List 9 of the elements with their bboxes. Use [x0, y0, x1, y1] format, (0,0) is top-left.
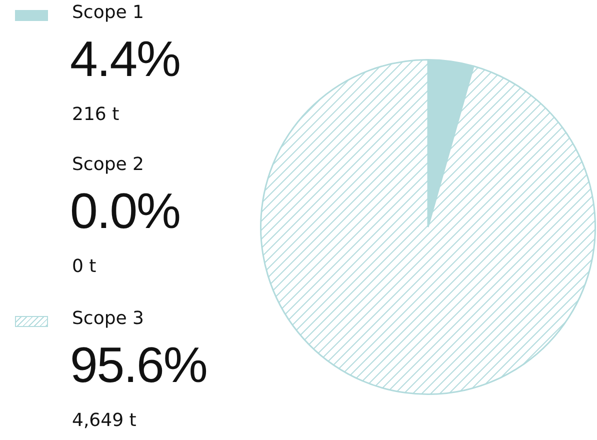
data-label: 4.4% — [70, 30, 180, 88]
data-label: 95.6% — [70, 336, 207, 394]
text: 216 t — [72, 104, 120, 125]
legend-label: Scope 3 — [72, 308, 144, 329]
category-label: Scope 2 — [72, 154, 144, 175]
text: 0 t — [72, 256, 96, 277]
legend-label: Scope 1 — [72, 2, 144, 23]
text: 4,649 t — [72, 410, 136, 431]
text: 0.0% — [70, 183, 180, 239]
